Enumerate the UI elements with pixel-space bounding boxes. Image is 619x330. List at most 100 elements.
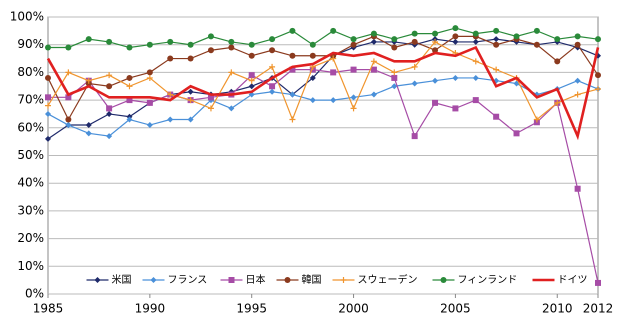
point [432, 30, 439, 37]
legend-label: 米国 [112, 273, 132, 286]
point [350, 66, 357, 73]
point [45, 94, 51, 101]
point [248, 77, 255, 84]
point [391, 36, 398, 43]
point [289, 27, 296, 34]
legend-marker [340, 277, 347, 283]
point [574, 185, 581, 192]
point [595, 86, 601, 93]
point [493, 41, 500, 48]
x-tick-label: 1990 [135, 302, 166, 316]
y-tick-label: 60% [17, 120, 44, 134]
point [146, 99, 153, 106]
point [595, 36, 601, 43]
point [45, 44, 51, 51]
point [309, 41, 316, 48]
point [146, 74, 153, 81]
x-tick-label: 2005 [440, 302, 471, 316]
point [65, 94, 72, 101]
point [85, 122, 92, 129]
series [45, 25, 601, 51]
point [472, 58, 479, 65]
point [574, 77, 581, 84]
point [330, 55, 337, 62]
legend-marker [150, 277, 157, 283]
point [472, 74, 479, 81]
point [432, 47, 439, 54]
point [595, 72, 601, 79]
legend-label: 韓国 [302, 274, 322, 286]
line [48, 27, 599, 49]
y-tick-label: 80% [17, 65, 44, 79]
point [187, 41, 194, 48]
point [269, 83, 276, 90]
point [45, 110, 51, 117]
point [167, 91, 174, 98]
point [146, 122, 153, 129]
point [350, 94, 357, 101]
point [228, 44, 235, 51]
point [452, 105, 459, 112]
point [65, 69, 72, 76]
line [48, 69, 599, 284]
legend-label: フランス [168, 274, 208, 286]
point [167, 55, 174, 62]
point [533, 116, 540, 123]
point [45, 135, 51, 142]
point [228, 105, 235, 112]
point [472, 38, 479, 45]
point [146, 41, 153, 48]
point [391, 83, 398, 90]
y-tick-label: 100% [10, 10, 44, 24]
point [187, 116, 194, 123]
y-tick-label: 20% [17, 231, 44, 245]
point [126, 83, 133, 90]
legend-label: 日本 [246, 273, 266, 286]
point [207, 105, 214, 112]
x-tick-label: 2010 [542, 302, 573, 316]
y-tick-label: 50% [17, 148, 44, 162]
y-tick-label: 0% [25, 287, 44, 301]
point [106, 83, 113, 90]
point [187, 55, 194, 62]
point [85, 36, 92, 43]
point [554, 99, 561, 106]
point [574, 91, 581, 98]
point [106, 105, 113, 112]
point [248, 72, 255, 79]
point [330, 69, 337, 76]
point [248, 52, 255, 59]
point [391, 44, 398, 51]
point [248, 83, 255, 90]
point [126, 74, 133, 81]
point [370, 30, 377, 37]
point [472, 30, 479, 37]
point [370, 66, 377, 73]
point [452, 74, 459, 81]
y-tick-label: 90% [17, 37, 44, 51]
point [533, 41, 540, 48]
point [554, 36, 561, 43]
point [106, 38, 113, 45]
point [126, 44, 133, 51]
point [533, 27, 540, 34]
point [370, 58, 377, 65]
point [289, 116, 296, 123]
point [187, 97, 194, 104]
point [411, 80, 418, 87]
line [47, 38, 599, 140]
y-tick-label: 30% [17, 203, 44, 217]
point [432, 38, 439, 45]
legend-label: ドイツ [558, 275, 588, 286]
point [85, 77, 92, 84]
point [513, 33, 520, 40]
point [330, 97, 337, 104]
y-tick-label: 40% [17, 176, 44, 190]
x-tick-label: 2000 [338, 302, 369, 316]
point [391, 74, 398, 81]
legend-marker [284, 277, 291, 283]
point [65, 116, 72, 123]
point [228, 38, 235, 45]
point [330, 27, 337, 34]
